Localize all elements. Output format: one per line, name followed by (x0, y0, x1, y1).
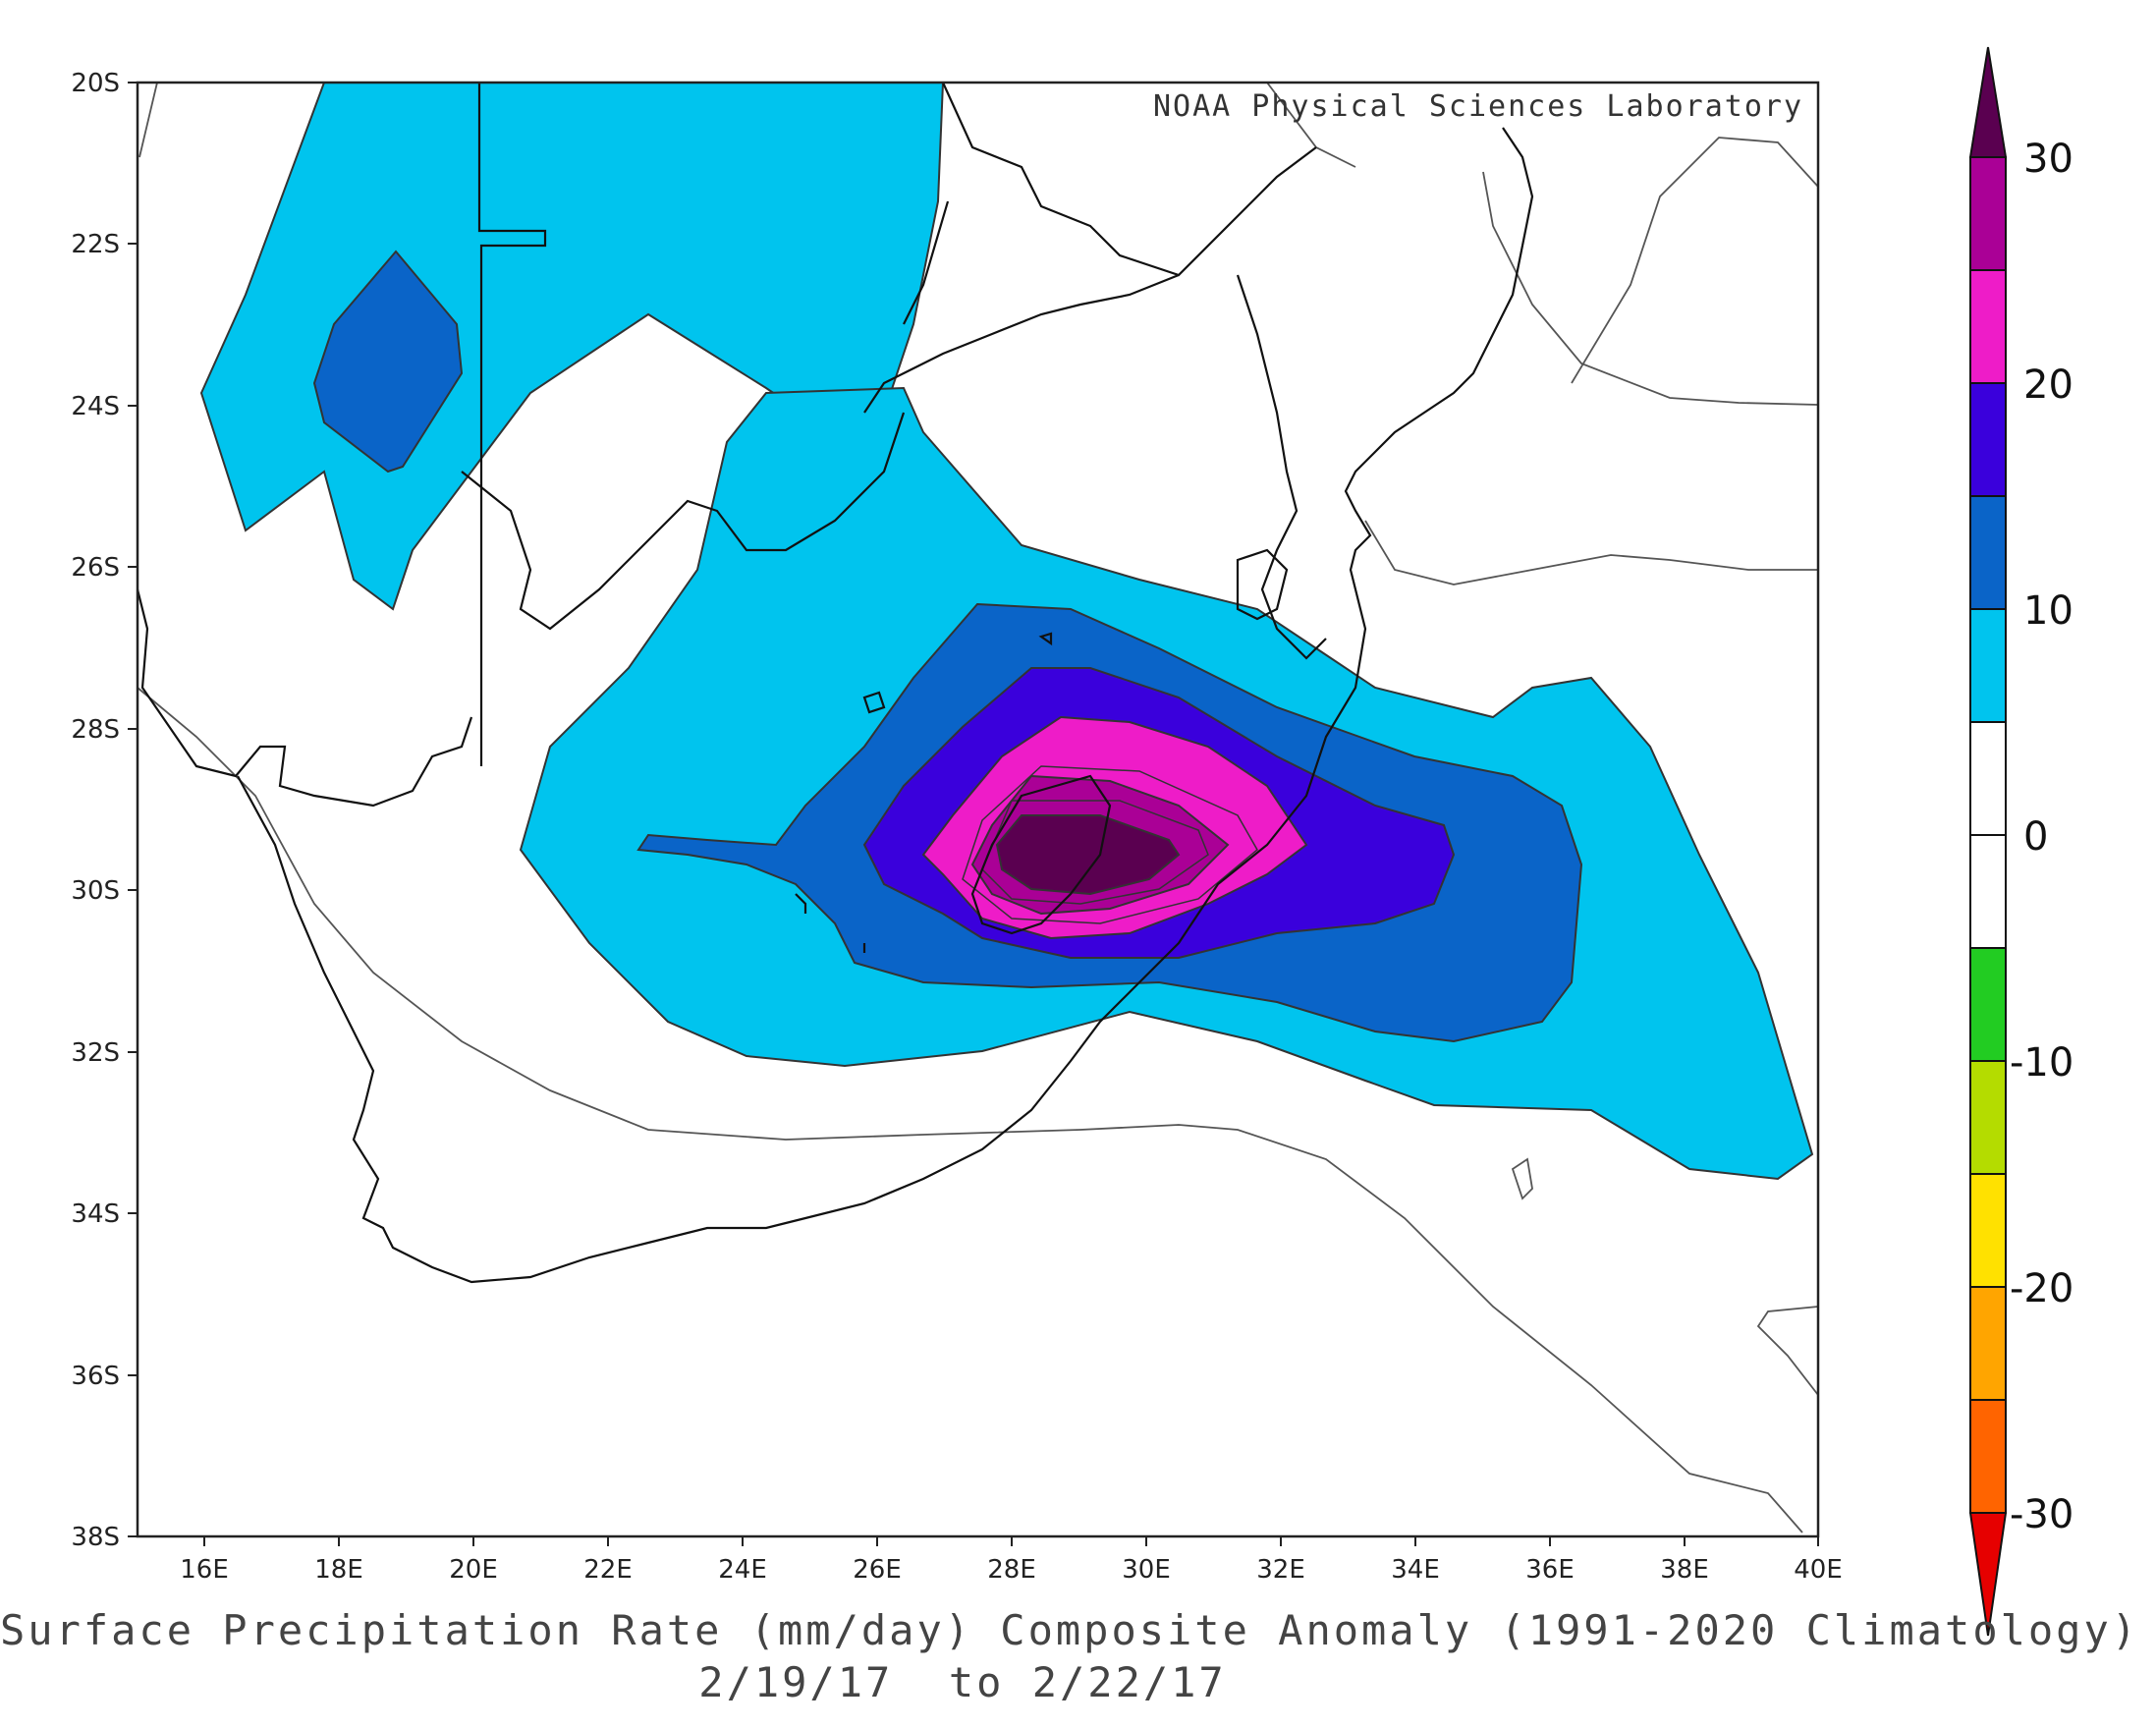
lat-label: 38S (71, 1523, 120, 1552)
plot-frame (136, 81, 1820, 1538)
coastline (136, 127, 1534, 1284)
lon-label: 22E (583, 1555, 633, 1585)
lat-label: 22S (71, 230, 120, 259)
colorbar-label: 0 (2023, 814, 2048, 860)
colorbar-label: 10 (2023, 588, 2073, 634)
lat-label: 36S (71, 1362, 120, 1391)
lon-label: 40E (1794, 1555, 1843, 1585)
lat-label: 34S (71, 1199, 120, 1229)
lon-labels: 16E 18E 20E 22E 24E 26E 28E 30E 32E 34E … (180, 1555, 1843, 1585)
contour-west-5-10 (199, 82, 1003, 611)
map-date-range: 2/19/17 to 2/22/17 (698, 1658, 1227, 1706)
colorbar-segment (1969, 834, 2007, 949)
lon-label: 18E (314, 1555, 363, 1585)
lon-label: 24E (718, 1555, 767, 1585)
contour-main-30plus (995, 814, 1181, 896)
anomaly-contours (199, 82, 1814, 1181)
colorbar-segment (1969, 608, 2007, 723)
colorbar-bottom-arrow (1968, 1512, 2008, 1637)
lat-label: 32S (71, 1038, 120, 1068)
lon-label: 26E (853, 1555, 902, 1585)
colorbar-segment (1969, 495, 2007, 610)
lon-label: 32E (1256, 1555, 1305, 1585)
lon-label: 20E (449, 1555, 498, 1585)
lat-labels: 20S 22S 24S 26S 28S 30S 32S 34S 36S 38S (71, 69, 120, 1552)
border-eswatini (1236, 548, 1289, 621)
credit-text: NOAA Physical Sciences Laboratory (1153, 89, 1803, 124)
map-title: Surface Precipitation Rate (mm/day) Comp… (0, 1606, 2140, 1654)
lon-label: 34E (1391, 1555, 1440, 1585)
lon-label: 28E (987, 1555, 1036, 1585)
border-lesotho (970, 774, 1112, 935)
colorbar-segment (1969, 1173, 2007, 1288)
colorbar-segment (1969, 1399, 2007, 1514)
colorbar-segment (1969, 1060, 2007, 1175)
colorbar-segment (1969, 1286, 2007, 1401)
colorbar-labels: 30 20 10 0 -10 -20 -30 (2010, 137, 2073, 1537)
lat-label: 30S (71, 876, 120, 906)
plot-area (136, 81, 1820, 1538)
lat-label: 24S (71, 392, 120, 421)
colorbar-label: -10 (2010, 1040, 2073, 1086)
colorbar-label: 20 (2023, 362, 2073, 408)
colorbar-label: -20 (2010, 1266, 2073, 1311)
lon-label: 36E (1525, 1555, 1575, 1585)
colorbar-label: -30 (2010, 1492, 2073, 1537)
zero-contour-lines (137, 82, 1819, 1533)
tick-marks (128, 82, 1819, 1546)
lat-label: 26S (71, 553, 120, 583)
lon-label: 38E (1660, 1555, 1709, 1585)
contour-west-10-15 (312, 250, 464, 474)
coastlines-borders (136, 82, 1534, 1284)
colorbar-label: 30 (2023, 137, 2073, 182)
colorbar-segment (1969, 721, 2007, 836)
lat-label: 20S (71, 69, 120, 98)
colorbar (1968, 46, 2008, 1637)
colorbar-segment (1969, 269, 2007, 384)
lon-label: 16E (180, 1555, 229, 1585)
border-namibia-botswana (477, 83, 547, 766)
colorbar-top-arrow (1968, 46, 2008, 158)
colorbar-segment (1969, 947, 2007, 1062)
lon-label: 30E (1122, 1555, 1171, 1585)
lat-label: 28S (71, 715, 120, 745)
colorbar-segment (1969, 156, 2007, 271)
colorbar-segment (1969, 382, 2007, 497)
